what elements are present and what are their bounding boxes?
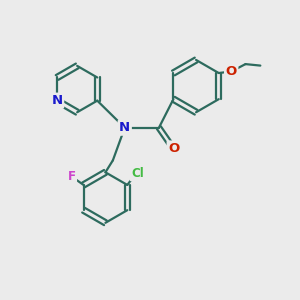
Text: N: N — [119, 121, 130, 134]
Text: O: O — [168, 142, 179, 155]
Text: Cl: Cl — [131, 167, 144, 180]
Text: O: O — [226, 65, 237, 78]
Text: F: F — [68, 169, 76, 182]
Text: N: N — [52, 94, 63, 107]
